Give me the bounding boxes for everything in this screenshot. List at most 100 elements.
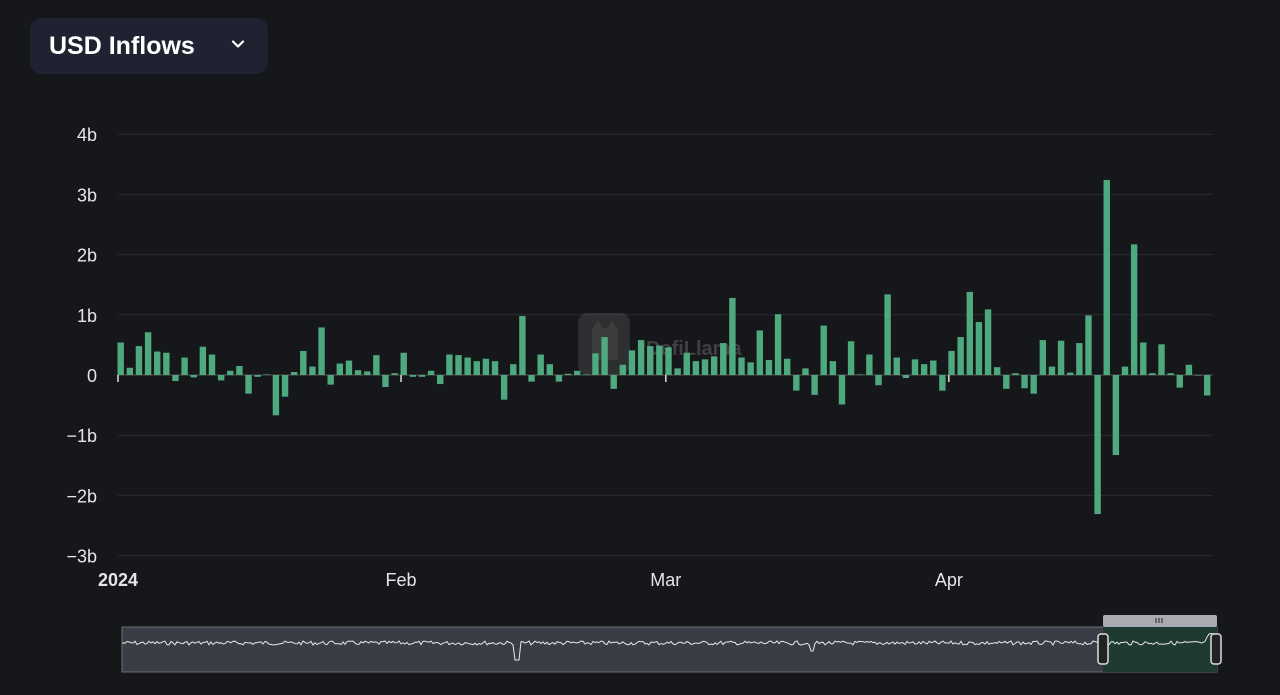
bar[interactable] — [473, 361, 480, 375]
bar[interactable] — [272, 375, 280, 416]
bar[interactable] — [1076, 343, 1083, 375]
bar[interactable] — [427, 370, 435, 375]
bar[interactable] — [126, 367, 134, 375]
bar[interactable] — [619, 364, 627, 375]
bar[interactable] — [774, 314, 782, 375]
bar[interactable] — [154, 351, 161, 375]
bar[interactable] — [893, 357, 900, 375]
bar[interactable] — [829, 361, 837, 375]
bar[interactable] — [574, 370, 581, 375]
bar[interactable] — [1003, 375, 1010, 389]
bar[interactable] — [984, 309, 992, 375]
bar[interactable] — [418, 375, 426, 377]
bar[interactable] — [610, 375, 617, 389]
bar[interactable] — [1112, 375, 1120, 456]
bar[interactable] — [464, 357, 471, 375]
bar[interactable] — [1067, 372, 1074, 375]
bar[interactable] — [510, 364, 517, 375]
bar[interactable] — [902, 375, 910, 379]
bar[interactable] — [637, 340, 645, 375]
bar[interactable] — [1121, 366, 1129, 375]
bar[interactable] — [491, 361, 499, 375]
bar[interactable] — [336, 363, 344, 375]
bar[interactable] — [911, 359, 919, 375]
bar[interactable] — [1140, 342, 1147, 375]
bar[interactable] — [236, 365, 243, 375]
bar[interactable] — [382, 375, 389, 388]
bar[interactable] — [309, 366, 316, 375]
bar[interactable] — [172, 375, 179, 382]
bar[interactable] — [546, 364, 554, 375]
navigator-right-handle[interactable] — [1210, 633, 1222, 665]
bar[interactable] — [656, 345, 663, 375]
bar[interactable] — [1158, 344, 1165, 375]
bar[interactable] — [838, 375, 846, 405]
bar[interactable] — [1176, 375, 1183, 388]
bar[interactable] — [948, 350, 955, 375]
bar[interactable] — [482, 358, 490, 375]
bar[interactable] — [1149, 373, 1156, 375]
bar[interactable] — [729, 297, 736, 375]
bar[interactable] — [966, 291, 973, 375]
bar[interactable] — [455, 355, 462, 375]
bar[interactable] — [1185, 364, 1193, 375]
bar[interactable] — [163, 352, 170, 375]
bar[interactable] — [555, 375, 563, 382]
bar[interactable] — [674, 368, 681, 375]
bar[interactable] — [217, 375, 225, 381]
bar[interactable] — [811, 375, 818, 395]
bar[interactable] — [263, 374, 270, 375]
bar[interactable] — [373, 355, 380, 375]
bar[interactable] — [665, 347, 672, 375]
bar[interactable] — [446, 354, 453, 375]
bar[interactable] — [190, 375, 197, 378]
bar[interactable] — [802, 368, 809, 375]
bar[interactable] — [409, 375, 417, 377]
bar[interactable] — [345, 360, 353, 375]
bar[interactable] — [199, 346, 207, 375]
navigator-selection[interactable] — [1103, 627, 1217, 672]
bar[interactable] — [765, 359, 773, 375]
bar[interactable] — [939, 375, 946, 391]
bar[interactable] — [254, 375, 261, 377]
bar[interactable] — [857, 374, 864, 375]
bar[interactable] — [683, 352, 690, 375]
bar[interactable] — [884, 294, 891, 375]
bar[interactable] — [993, 367, 1001, 375]
bar[interactable] — [601, 337, 608, 375]
bar[interactable] — [400, 352, 407, 375]
bar[interactable] — [1039, 340, 1047, 375]
bar[interactable] — [537, 354, 544, 375]
bar[interactable] — [756, 330, 763, 375]
bar[interactable] — [701, 359, 709, 375]
bar[interactable] — [975, 322, 983, 375]
bar[interactable] — [866, 354, 873, 375]
bar[interactable] — [647, 346, 654, 375]
bar[interactable] — [1021, 375, 1028, 389]
bar[interactable] — [747, 362, 754, 375]
bar[interactable] — [144, 332, 152, 375]
bar[interactable] — [181, 357, 188, 375]
bar[interactable] — [783, 358, 791, 375]
bar[interactable] — [1194, 375, 1202, 376]
bar[interactable] — [364, 371, 371, 375]
bar[interactable] — [281, 375, 289, 397]
bar[interactable] — [245, 375, 252, 394]
bar[interactable] — [583, 374, 590, 375]
bar[interactable] — [1085, 315, 1092, 375]
bar[interactable] — [564, 373, 572, 375]
bar[interactable] — [117, 342, 124, 375]
bar[interactable] — [318, 327, 325, 375]
bar[interactable] — [720, 343, 727, 375]
bar[interactable] — [1048, 366, 1056, 375]
bar[interactable] — [738, 357, 745, 375]
bar[interactable] — [847, 341, 855, 375]
bar[interactable] — [1203, 375, 1211, 396]
metric-selector-button[interactable]: USD Inflows — [30, 18, 268, 74]
bar[interactable] — [1130, 244, 1138, 375]
bar[interactable] — [957, 337, 964, 375]
bar[interactable] — [692, 361, 700, 375]
bar[interactable] — [327, 375, 334, 385]
bar[interactable] — [793, 375, 800, 391]
bar[interactable] — [354, 370, 362, 375]
